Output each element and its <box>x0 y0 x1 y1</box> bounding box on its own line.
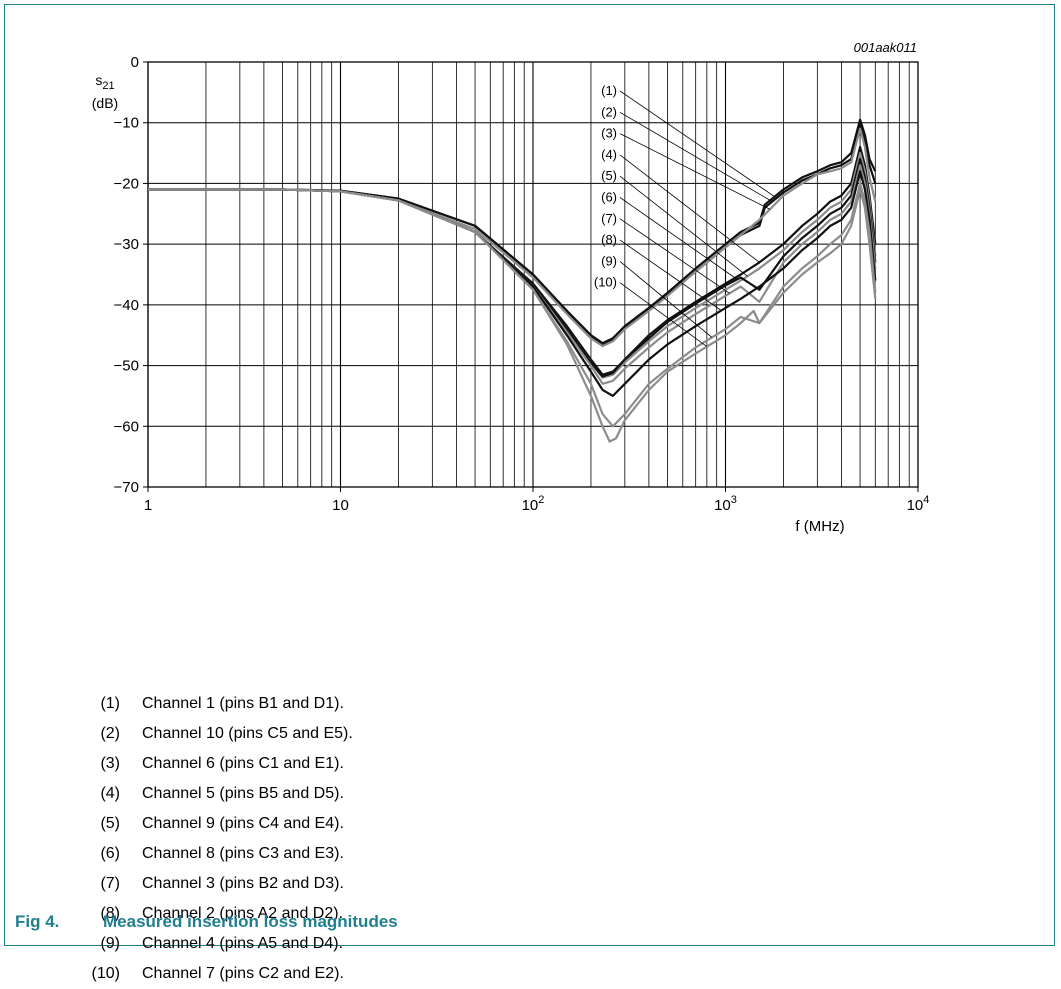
x-tick-label: 103 <box>714 494 737 514</box>
figure-number: Fig 4. <box>15 912 60 931</box>
callout-label: (2) <box>601 104 617 119</box>
legend-item: (5) Channel 9 (pins C4 and E4). <box>84 809 353 839</box>
y-axis-label: s21 (dB) <box>84 72 126 112</box>
y-tick-label: −50 <box>114 358 139 375</box>
figure-title: Measured insertion loss magnitudes <box>103 912 398 931</box>
legend-number: (7) <box>100 875 120 892</box>
y-tick-label: −20 <box>114 175 139 192</box>
legend-item: (3) Channel 6 (pins C1 and E1). <box>84 749 353 779</box>
legend-item: (4) Channel 5 (pins B5 and D5). <box>84 779 353 809</box>
legend-number: (2) <box>100 725 120 742</box>
legend-text: Channel 2 (pins A2 and D2). <box>142 905 344 922</box>
legend-number: (6) <box>100 845 120 862</box>
legend-text: Channel 10 (pins C5 and E5). <box>142 725 353 742</box>
x-tick-label: 102 <box>522 494 545 514</box>
callout-leader <box>619 154 760 263</box>
callout-leader <box>619 282 708 347</box>
callout-leader <box>619 197 738 280</box>
callout-leader <box>619 175 748 277</box>
y-tick-label: −30 <box>114 236 139 253</box>
legend-item: (1) Channel 1 (pins B1 and D1). <box>84 689 353 719</box>
y-tick-label: −60 <box>114 418 139 435</box>
legend-item: (2) Channel 10 (pins C5 and E5). <box>84 719 353 749</box>
callout-label: (5) <box>601 168 617 183</box>
callout-label: (9) <box>601 253 617 268</box>
callout-label: (7) <box>601 211 617 226</box>
figure-caption: Fig 4. Measured insertion loss magnitudes <box>15 912 398 932</box>
legend-number: (9) <box>100 935 120 952</box>
legend-text: Channel 6 (pins C1 and E1). <box>142 755 344 772</box>
callout-label: (6) <box>601 190 617 205</box>
series-line-1 <box>148 118 877 345</box>
figure-tag: 001aak011 <box>853 40 917 55</box>
chart-ticks: 0 −10 −20 −30 −40 −50 −60 −70 1 10 102 103 104 <box>114 54 930 514</box>
callout-leader <box>619 90 775 197</box>
legend-text: Channel 9 (pins C4 and E4). <box>142 815 344 832</box>
y-tick-label: −10 <box>114 115 139 132</box>
x-tick-label: 1 <box>144 497 152 514</box>
callout-label: (10) <box>594 275 617 290</box>
legend-text: Channel 8 (pins C3 and E3). <box>142 845 344 862</box>
legend-number: (8) <box>100 905 120 922</box>
series-line-10 <box>148 188 877 443</box>
legend-number: (10) <box>91 965 120 982</box>
x-axis-label: f (MHz) <box>795 518 845 535</box>
legend-text: Channel 1 (pins B1 and D1). <box>142 695 344 712</box>
legend-text: Channel 7 (pins C2 and E2). <box>142 965 344 982</box>
callout-label: (3) <box>601 126 617 141</box>
callout-label: (8) <box>601 232 617 247</box>
y-tick-label: −70 <box>114 479 139 496</box>
y-axis-unit: (dB) <box>91 94 119 111</box>
callout-label: (4) <box>601 147 617 162</box>
legend-item: (10) Channel 7 (pins C2 and E2). <box>84 959 353 989</box>
legend-item: (6) Channel 8 (pins C3 and E3). <box>84 839 353 869</box>
callout-leader <box>619 261 713 338</box>
legend-item: (9) Channel 4 (pins A5 and D4). <box>84 929 353 959</box>
chart-traces <box>148 118 877 443</box>
callout-label: (1) <box>601 83 617 98</box>
legend-text: Channel 5 (pins B5 and D5). <box>142 785 344 802</box>
y-axis-subscript: 21 <box>102 79 115 92</box>
callout-leader <box>619 133 771 210</box>
legend-item: (8) Channel 2 (pins A2 and D2). <box>84 899 353 929</box>
insertion-loss-chart: 0 −10 −20 −30 −40 −50 −60 −70 1 10 102 103 104 (1) (2… <box>114 54 930 514</box>
x-tick-label: 10 <box>332 497 349 514</box>
legend-list: (1) Channel 1 (pins B1 and D1). (2) Channe… <box>84 689 353 989</box>
legend-number: (4) <box>100 785 120 802</box>
callout-leader <box>619 218 730 294</box>
y-axis-symbol: s <box>95 72 103 88</box>
y-tick-label: −40 <box>114 297 139 314</box>
figure-frame <box>4 4 1055 946</box>
legend-text: Channel 3 (pins B2 and D3). <box>142 875 344 892</box>
y-tick-label: 0 <box>131 54 139 71</box>
legend-number: (1) <box>100 695 120 712</box>
series-line-8 <box>148 170 877 397</box>
legend-number: (5) <box>100 815 120 832</box>
callout-leader <box>619 111 773 202</box>
x-tick-label: 104 <box>907 494 930 514</box>
legend-text: Channel 4 (pins A5 and D4). <box>142 935 344 952</box>
series-line-3 <box>148 127 877 348</box>
legend-item: (7) Channel 3 (pins B2 and D3). <box>84 869 353 899</box>
callout-leader <box>619 239 722 311</box>
legend-number: (3) <box>100 755 120 772</box>
chart-callouts: (1) (2) (3) (4) (5) (6) (7) (8) (9) (10) <box>594 83 775 347</box>
